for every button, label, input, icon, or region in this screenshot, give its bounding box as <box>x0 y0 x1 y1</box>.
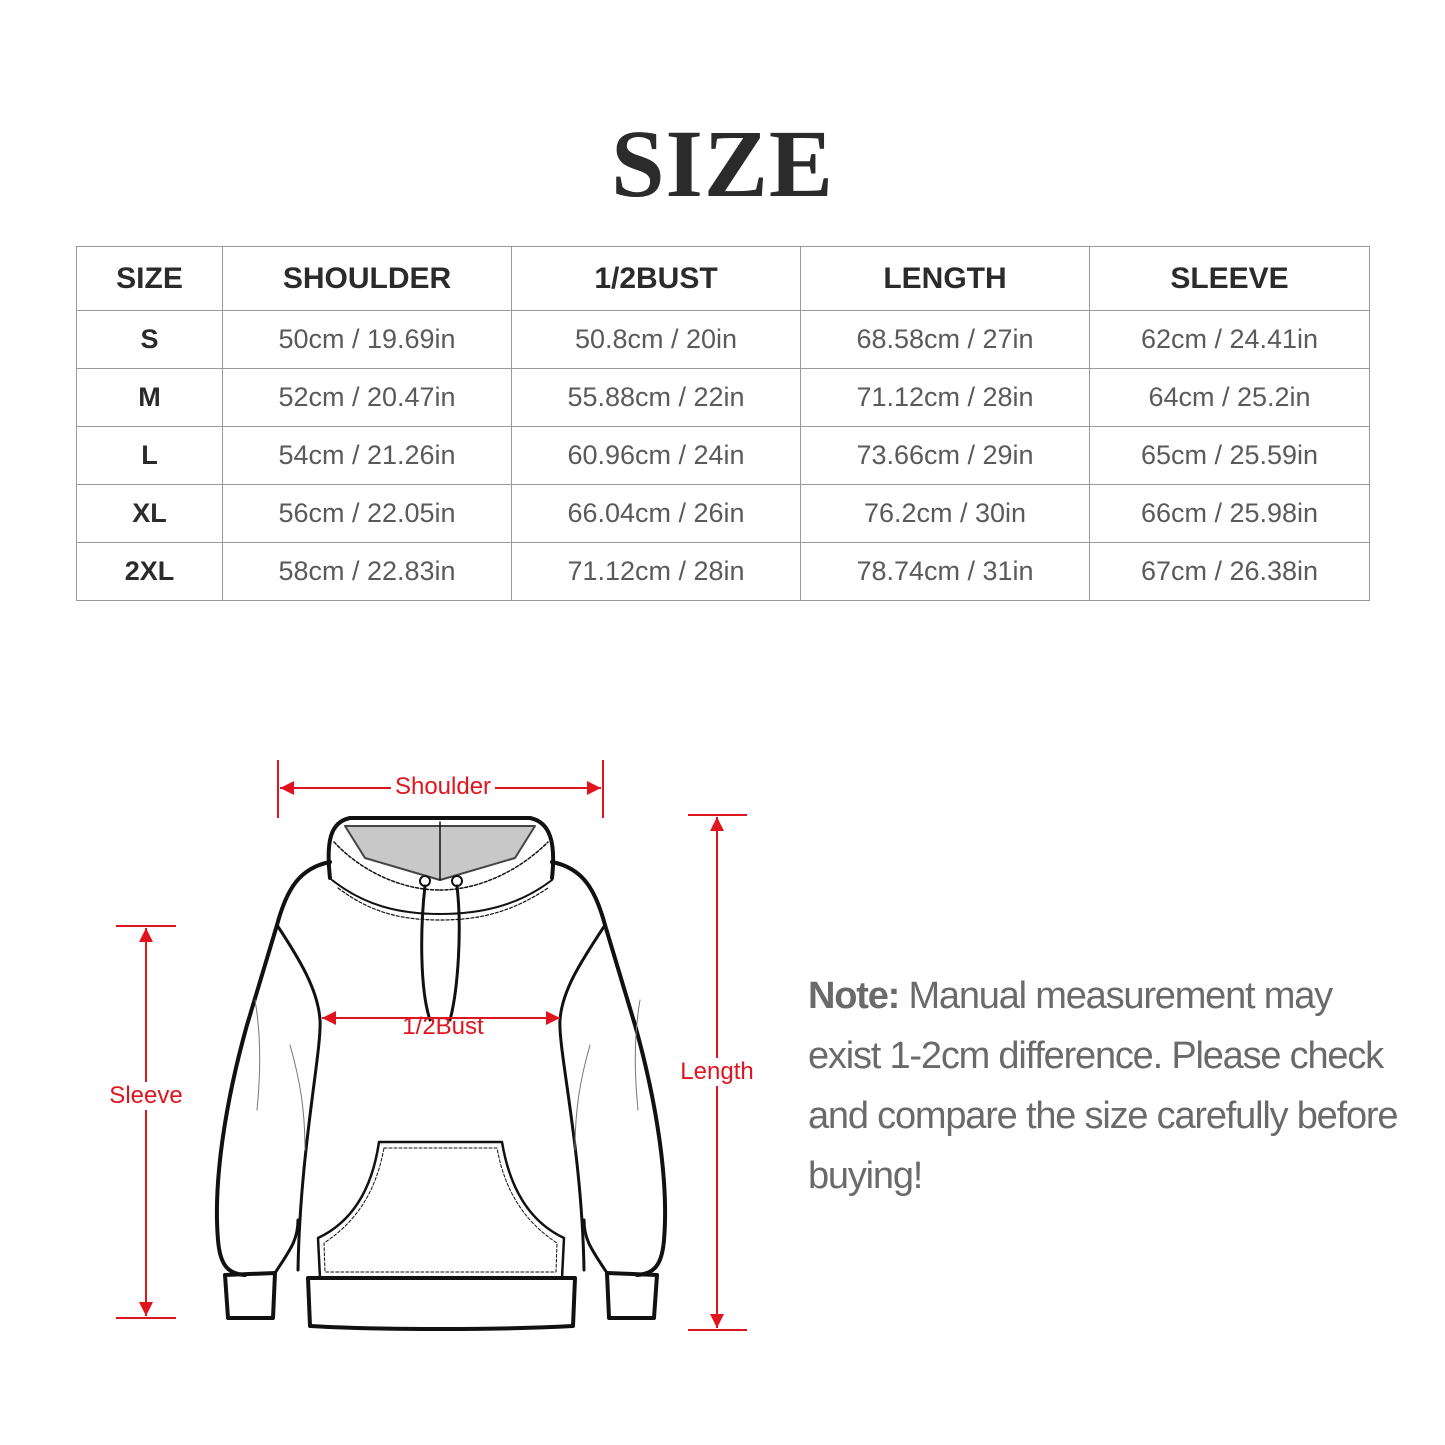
measurement-cell: 71.12cm / 28in <box>800 368 1090 427</box>
size-cell: S <box>76 310 223 369</box>
length-label: Length <box>676 1058 758 1086</box>
note-prefix: Note: <box>808 975 900 1017</box>
table-header-row: SIZE SHOULDER 1/2BUST LENGTH SLEEVE <box>76 246 1370 311</box>
header-length: LENGTH <box>800 246 1090 311</box>
sleeve-arrow-bottom <box>139 1302 153 1316</box>
header-bust: 1/2BUST <box>511 246 801 311</box>
measurement-cell: 56cm / 22.05in <box>222 484 512 543</box>
measurement-note: Note: Manual measurement may exist 1-2cm… <box>808 966 1408 1206</box>
table-row: 2XL 58cm / 22.83in 71.12cm / 28in 78.74cm /… <box>76 542 1370 601</box>
shoulder-arrow-left <box>280 781 294 795</box>
bust-label: 1/2Bust <box>402 1013 484 1040</box>
measurement-cell: 67cm / 26.38in <box>1089 542 1370 601</box>
table-row: XL 56cm / 22.05in 66.04cm / 26in 76.2cm / 3… <box>76 484 1370 543</box>
length-arrow-top <box>710 817 724 831</box>
measurement-cell: 64cm / 25.2in <box>1089 368 1370 427</box>
header-sleeve: SLEEVE <box>1089 246 1370 311</box>
sleeve-arrow-top <box>139 928 153 942</box>
measurement-cell: 78.74cm / 31in <box>800 542 1090 601</box>
measurement-cell: 65cm / 25.59in <box>1089 426 1370 485</box>
bust-arrow-left <box>322 1011 336 1025</box>
measurement-cell: 50.8cm / 20in <box>511 310 801 369</box>
measurement-cell: 54cm / 21.26in <box>222 426 512 485</box>
size-cell: 2XL <box>76 542 223 601</box>
measurement-cell: 60.96cm / 24in <box>511 426 801 485</box>
sleeve-label: Sleeve <box>105 1082 187 1110</box>
measurement-cell: 66.04cm / 26in <box>511 484 801 543</box>
measurement-cell: 50cm / 19.69in <box>222 310 512 369</box>
header-size: SIZE <box>76 246 223 311</box>
measurement-annotations <box>116 760 747 1331</box>
size-cell: XL <box>76 484 223 543</box>
shoulder-label: Shoulder <box>390 773 496 801</box>
hoodie-illustration <box>214 816 668 1331</box>
shoulder-arrow-right <box>587 781 601 795</box>
bust-arrow-right <box>546 1011 560 1025</box>
length-arrow-bottom <box>710 1314 724 1328</box>
measurement-cell: 55.88cm / 22in <box>511 368 801 427</box>
table-row: S 50cm / 19.69in 50.8cm / 20in 68.58cm / 27… <box>76 310 1370 369</box>
size-table: SIZE SHOULDER 1/2BUST LENGTH SLEEVE S 50c… <box>76 246 1370 601</box>
measurement-cell: 58cm / 22.83in <box>222 542 512 601</box>
table-row: L 54cm / 21.26in 60.96cm / 24in 73.66cm / 2… <box>76 426 1370 485</box>
measurement-cell: 62cm / 24.41in <box>1089 310 1370 369</box>
size-cell: M <box>76 368 223 427</box>
measurement-cell: 52cm / 20.47in <box>222 368 512 427</box>
page-title: SIZE <box>611 110 834 217</box>
measurement-cell: 66cm / 25.98in <box>1089 484 1370 543</box>
size-cell: L <box>76 426 223 485</box>
table-row: M 52cm / 20.47in 55.88cm / 22in 71.12cm / 2… <box>76 368 1370 427</box>
note-text: Manual measurement may exist 1-2cm diffe… <box>808 975 1398 1197</box>
